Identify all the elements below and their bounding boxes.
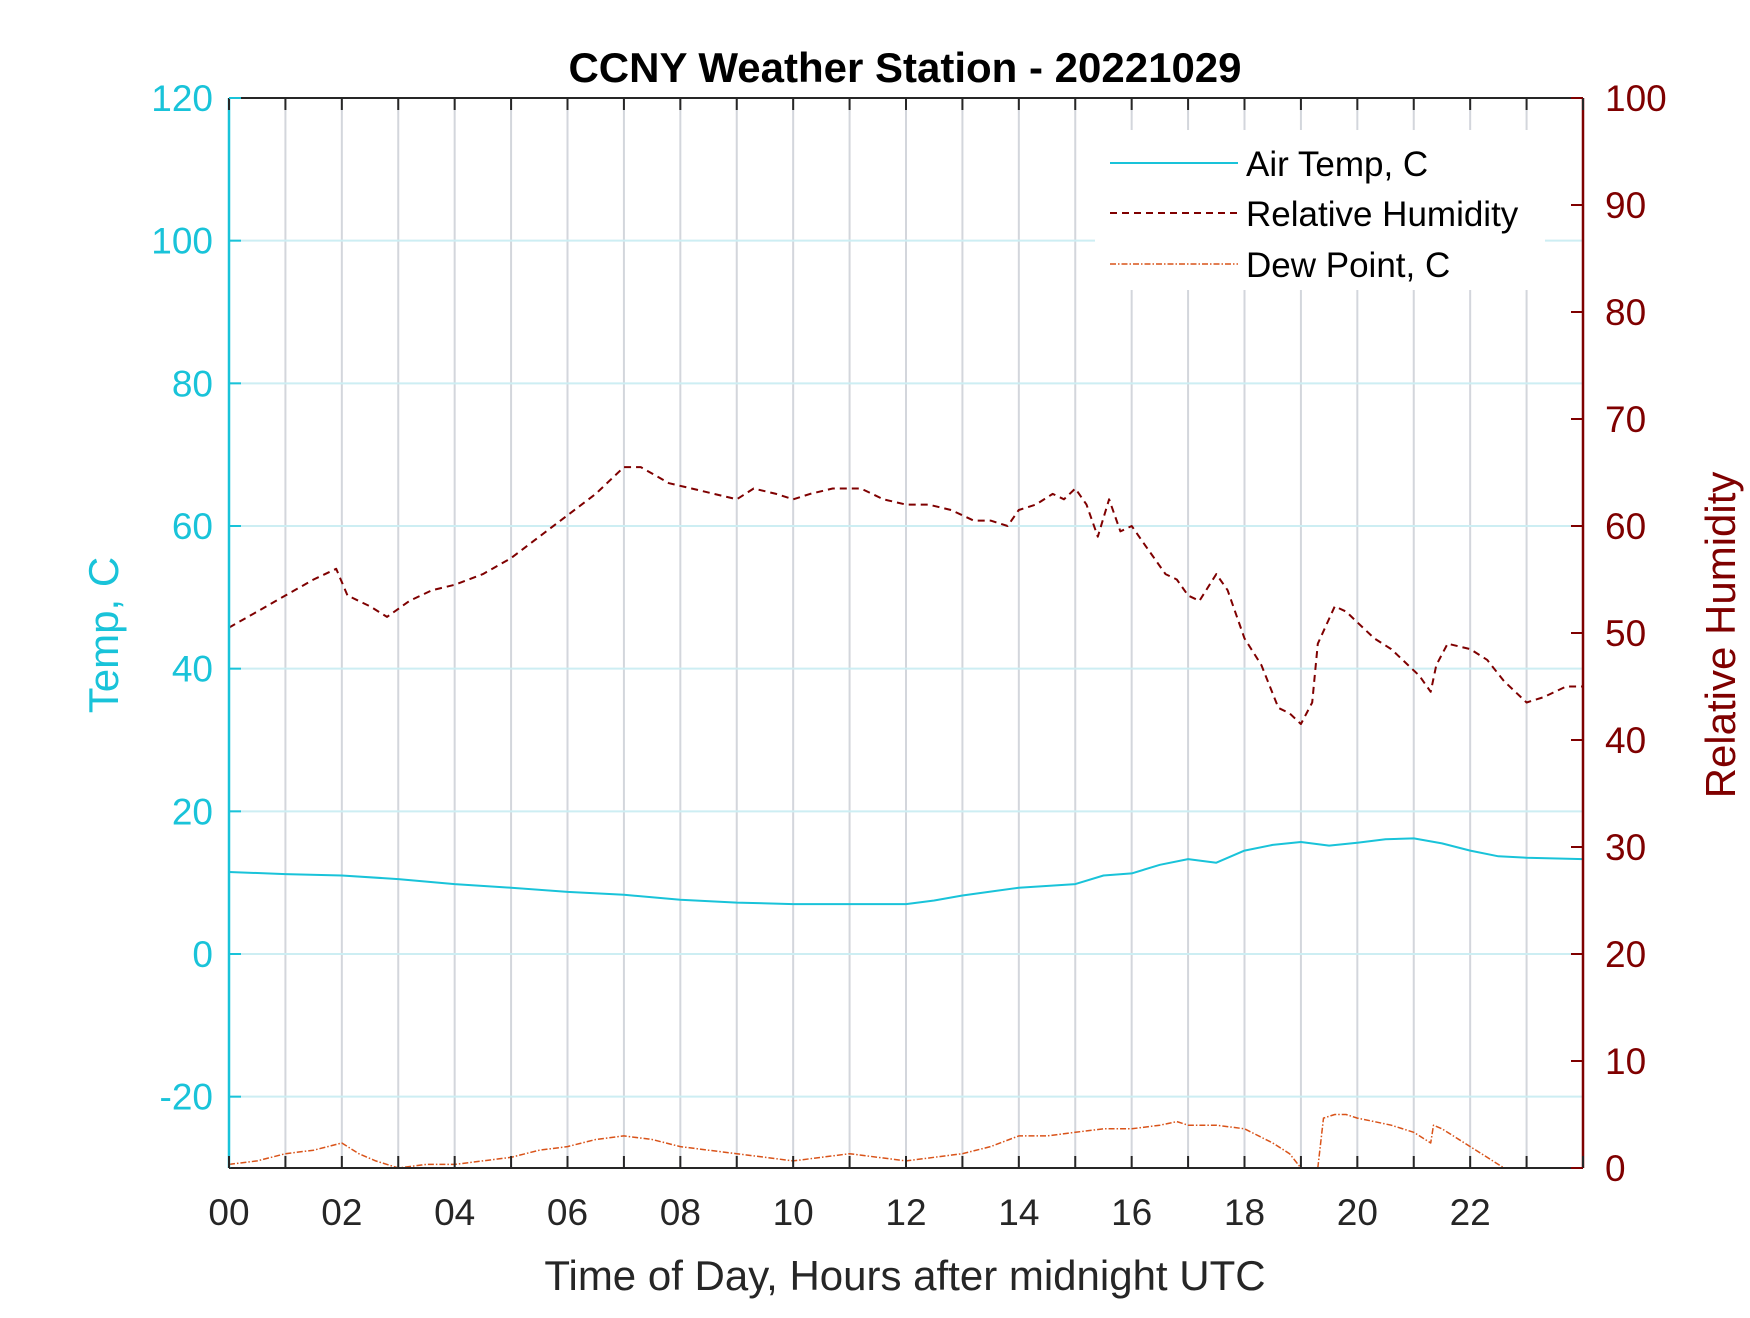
x-tick-label: 18: [1224, 1192, 1265, 1233]
chart-title: CCNY Weather Station - 20221029: [568, 44, 1241, 91]
x-tick-label: 16: [1111, 1192, 1152, 1233]
x-tick-label: 22: [1450, 1192, 1491, 1233]
y-right-tick-label: 90: [1605, 185, 1646, 226]
y-right-tick-label: 50: [1605, 613, 1646, 654]
legend-label-relative-humidity: Relative Humidity: [1246, 195, 1519, 234]
y-axis-left-label: Temp, C: [80, 557, 127, 713]
x-tick-label: 00: [208, 1192, 249, 1233]
x-tick-label: 14: [998, 1192, 1039, 1233]
y-axis-right-label: Relative Humidity: [1697, 472, 1744, 799]
y-right-tick-label: 80: [1605, 292, 1646, 333]
y-left-tick-label: 100: [151, 221, 213, 262]
x-tick-label: 08: [660, 1192, 701, 1233]
y-right-tick-label: 30: [1605, 827, 1646, 868]
x-tick-label: 06: [547, 1192, 588, 1233]
y-left-tick-label: 80: [172, 363, 213, 404]
legend-label-dew-point: Dew Point, C: [1246, 246, 1450, 285]
series-line-relative-humidity: [228, 466, 1583, 725]
series-line-air-temp-c: [228, 837, 1584, 906]
x-tick-label: 12: [885, 1192, 926, 1233]
y-right-tick-label: 70: [1605, 399, 1646, 440]
y-right-tick-label: 20: [1605, 934, 1646, 975]
axes: 00 02 04 06 08 10 12 14 16 18 20 22-200204060801001…: [151, 78, 1666, 1233]
x-tick-label: 02: [321, 1192, 362, 1233]
series-layer: [228, 466, 1584, 1169]
y-right-tick-label: 100: [1605, 78, 1667, 119]
y-right-tick-label: 0: [1605, 1148, 1626, 1189]
x-tick-label: 20: [1337, 1192, 1378, 1233]
y-right-tick-label: 60: [1605, 506, 1646, 547]
y-left-tick-label: -20: [160, 1077, 213, 1118]
series-line-dew-point-c: [1317, 1113, 1505, 1169]
x-tick-label: 04: [434, 1192, 475, 1233]
legend: Air Temp, C Relative Humidity Dew Point,…: [1095, 130, 1545, 290]
grid: [229, 98, 1583, 1168]
y-left-tick-label: 120: [151, 78, 213, 119]
y-left-tick-label: 40: [172, 649, 213, 690]
y-right-tick-label: 10: [1605, 1041, 1646, 1082]
x-tick-label: 10: [773, 1192, 814, 1233]
y-left-tick-label: 20: [172, 791, 213, 832]
legend-label-air-temp: Air Temp, C: [1246, 145, 1428, 184]
y-left-tick-label: 0: [192, 934, 213, 975]
y-left-tick-label: 60: [172, 506, 213, 547]
x-axis-label: Time of Day, Hours after midnight UTC: [544, 1252, 1265, 1299]
series-line-dew-point-c: [228, 1120, 1302, 1169]
y-right-tick-label: 40: [1605, 720, 1646, 761]
